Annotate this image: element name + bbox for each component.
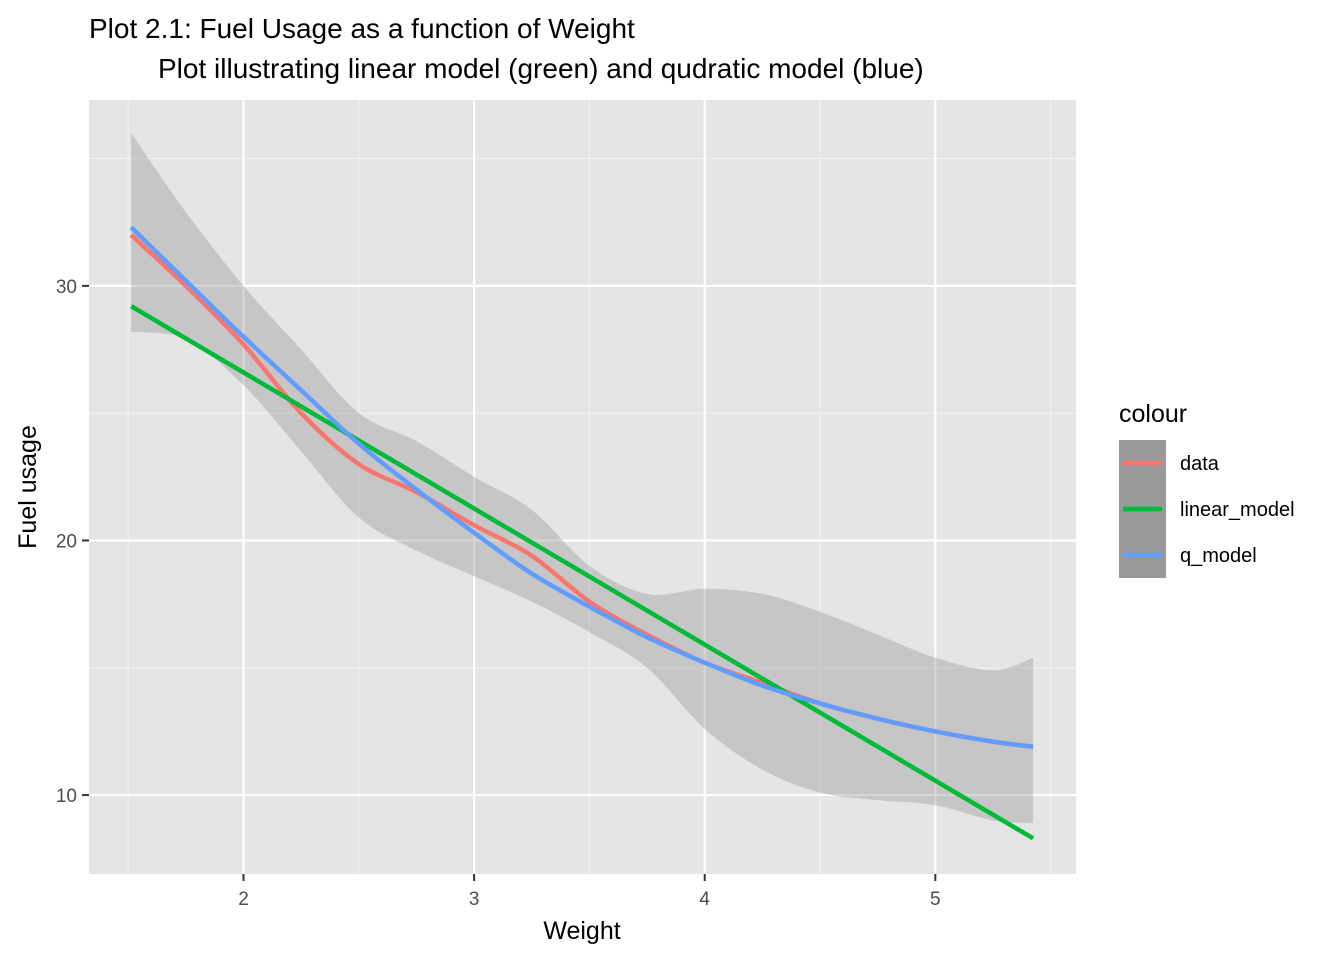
y-axis: 10 20 30: [56, 277, 89, 807]
chart-title: Plot 2.1: Fuel Usage as a function of We…: [89, 13, 635, 44]
plot-panel: [89, 100, 1076, 874]
x-tick-label: 3: [469, 889, 480, 910]
legend-label: data: [1180, 453, 1220, 475]
legend: colour data linear_model q_model: [1119, 400, 1295, 578]
series-lines: [129, 225, 1035, 841]
legend-title: colour: [1119, 400, 1187, 428]
y-axis-title: Fuel usage: [14, 425, 42, 549]
legend-label: linear_model: [1180, 499, 1295, 521]
legend-keys: data linear_model q_model: [1119, 440, 1295, 578]
y-tick-label: 20: [56, 531, 77, 552]
legend-label: q_model: [1180, 545, 1257, 567]
x-tick-label: 2: [238, 889, 249, 910]
y-tick-label: 30: [56, 277, 77, 298]
chart-subtitle: Plot illustrating linear model (green) a…: [158, 53, 924, 84]
series-line-linear-model: [130, 304, 1035, 841]
series-line-q-model: [129, 225, 1034, 749]
y-tick-label: 10: [56, 786, 77, 807]
x-axis-title: Weight: [543, 917, 620, 945]
x-tick-label: 5: [930, 889, 941, 910]
x-axis: 2 3 4 5: [238, 874, 941, 910]
major-gridlines: [89, 100, 1076, 874]
x-tick-label: 4: [699, 889, 710, 910]
minor-gridlines: [89, 100, 1076, 874]
confidence-band: [131, 133, 1034, 824]
